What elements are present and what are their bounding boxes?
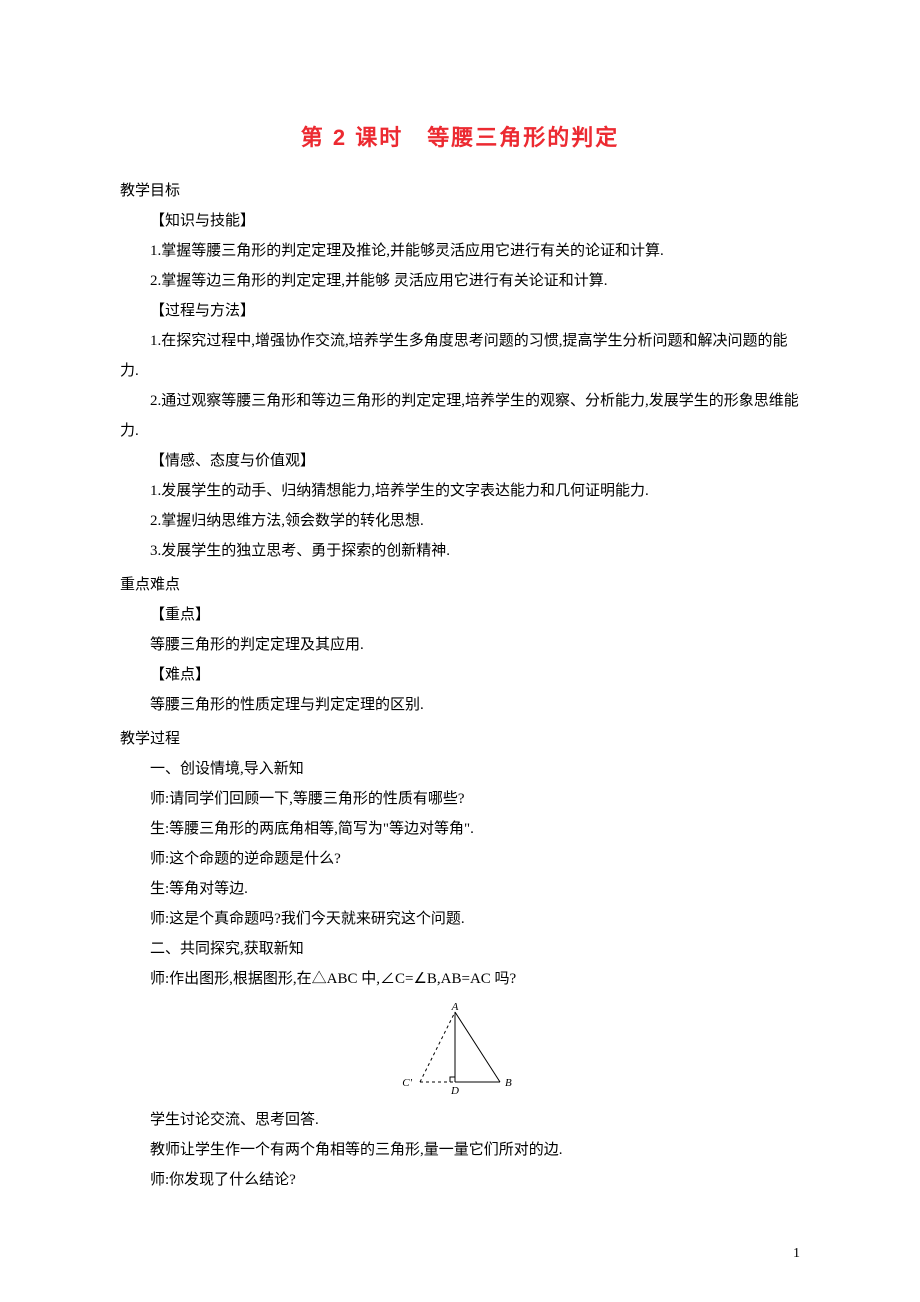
label-b: B: [505, 1077, 512, 1089]
goals-p7: 3.发展学生的独立思考、勇于探索的创新精神.: [120, 536, 800, 566]
process-p1: 师:请同学们回顾一下,等腰三角形的性质有哪些?: [120, 784, 800, 814]
goals-p3-text: 1.在探究过程中,增强协作交流,培养学生多角度思考问题的习惯,提高学生分析问题和…: [120, 333, 788, 379]
goals-p3: 1.在探究过程中,增强协作交流,培养学生多角度思考问题的习惯,提高学生分析问题和…: [120, 326, 800, 386]
dashed-edge-ca: [420, 1012, 455, 1082]
lesson-title: 第 2 课时 等腰三角形的判定: [120, 120, 800, 152]
difficulty-p1: 等腰三角形的性质定理与判定定理的区别.: [120, 690, 800, 720]
right-angle-mark: [450, 1077, 455, 1082]
page-number: 1: [793, 1246, 800, 1262]
difficulty-sub: 【难点】: [120, 660, 800, 690]
process-p9: 师:你发现了什么结论?: [120, 1165, 800, 1195]
process-p2: 生:等腰三角形的两底角相等,简写为"等边对等角".: [120, 814, 800, 844]
process-sub1: 一、创设情境,导入新知: [120, 754, 800, 784]
process-p5: 师:这是个真命题吗?我们今天就来研究这个问题.: [120, 904, 800, 934]
triangle-figure: A B C' D: [120, 1002, 800, 1097]
process-p7: 学生讨论交流、思考回答.: [120, 1105, 800, 1135]
key-difficulty-heading: 重点难点: [120, 570, 800, 600]
edge-ab: [455, 1012, 500, 1082]
process-p3: 师:这个命题的逆命题是什么?: [120, 844, 800, 874]
knowledge-skill-sub: 【知识与技能】: [120, 206, 800, 236]
goals-p4: 2.通过观察等腰三角形和等边三角形的判定定理,培养学生的观察、分析能力,发展学生…: [120, 386, 800, 446]
goals-p5: 1.发展学生的动手、归纳猜想能力,培养学生的文字表达能力和几何证明能力.: [120, 476, 800, 506]
keypoint-p1: 等腰三角形的判定定理及其应用.: [120, 630, 800, 660]
process-method-sub: 【过程与方法】: [120, 296, 800, 326]
goals-p2: 2.掌握等边三角形的判定定理,并能够 灵活应用它进行有关论证和计算.: [120, 266, 800, 296]
goals-p4-text: 2.通过观察等腰三角形和等边三角形的判定定理,培养学生的观察、分析能力,发展学生…: [120, 393, 799, 439]
process-sub2: 二、共同探究,获取新知: [120, 934, 800, 964]
label-a: A: [451, 1002, 459, 1013]
process-heading: 教学过程: [120, 724, 800, 754]
attitude-sub: 【情感、态度与价值观】: [120, 446, 800, 476]
teaching-goals-heading: 教学目标: [120, 176, 800, 206]
label-d: D: [450, 1085, 459, 1097]
goals-p6: 2.掌握归纳思维方法,领会数学的转化思想.: [120, 506, 800, 536]
label-c: C': [402, 1077, 412, 1089]
process-p8: 教师让学生作一个有两个角相等的三角形,量一量它们所对的边.: [120, 1135, 800, 1165]
process-p4: 生:等角对等边.: [120, 874, 800, 904]
triangle-svg: A B C' D: [400, 1002, 520, 1097]
process-p6: 师:作出图形,根据图形,在△ABC 中,∠C=∠B,AB=AC 吗?: [120, 964, 800, 994]
key-point-sub: 【重点】: [120, 600, 800, 630]
goals-p1: 1.掌握等腰三角形的判定定理及推论,并能够灵活应用它进行有关的论证和计算.: [120, 236, 800, 266]
